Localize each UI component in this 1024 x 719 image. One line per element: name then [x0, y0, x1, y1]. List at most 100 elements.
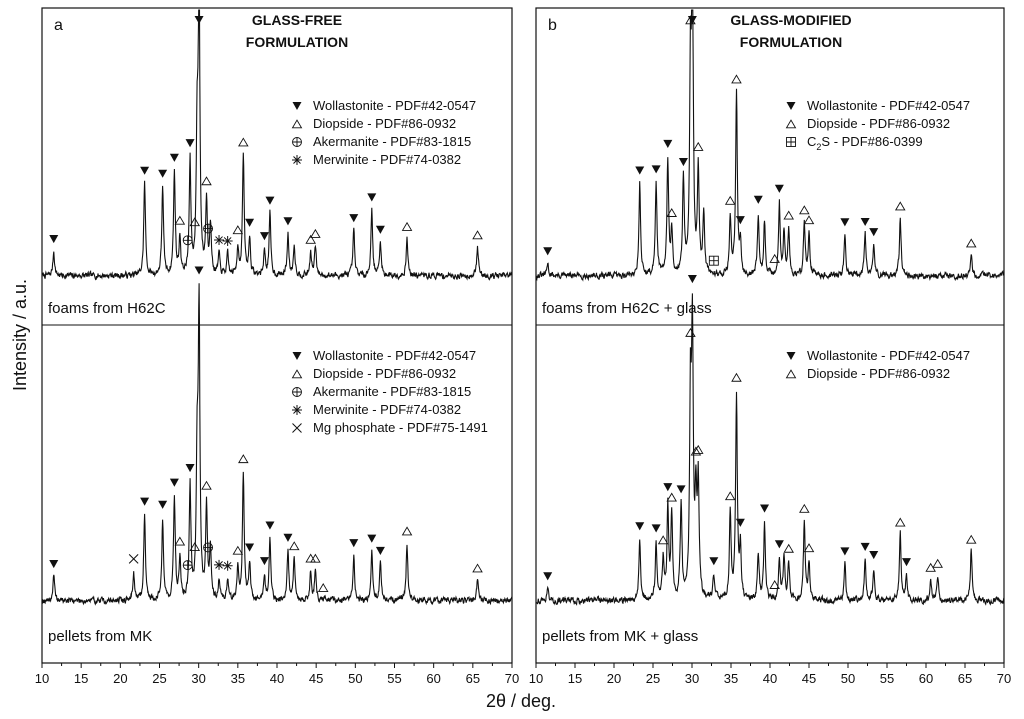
- phase-marker: [238, 137, 249, 147]
- x-tick-label: 70: [997, 671, 1011, 686]
- phase-marker: [803, 543, 815, 553]
- legend-symbol: [786, 101, 796, 111]
- x-axis-title: 2θ / deg.: [486, 691, 556, 711]
- phase-marker: [214, 235, 225, 246]
- phase-marker: [735, 518, 745, 527]
- phase-marker: [194, 266, 204, 275]
- x-tick-label: 20: [607, 671, 621, 686]
- phase-marker: [799, 503, 810, 513]
- phase-marker: [894, 201, 906, 211]
- phase-marker: [259, 232, 269, 241]
- x-tick-label: 45: [309, 671, 323, 686]
- phase-marker: [201, 480, 212, 490]
- phase-marker: [769, 253, 780, 263]
- phase-marker: [49, 234, 59, 244]
- phase-marker: [690, 446, 702, 456]
- phase-marker: [305, 553, 316, 563]
- phase-marker: [222, 560, 233, 571]
- phase-marker: [349, 539, 359, 548]
- phase-marker: [310, 228, 321, 238]
- x-tick-label: 10: [35, 671, 49, 686]
- phase-marker: [182, 235, 193, 246]
- phase-marker: [401, 526, 413, 536]
- legend-symbol: [291, 119, 303, 129]
- phase-marker: [265, 521, 275, 530]
- xrd-pattern-bottom: [535, 293, 1005, 606]
- phase-marker: [774, 540, 784, 549]
- phase-marker: [189, 217, 201, 227]
- x-tick-label: 35: [724, 671, 738, 686]
- phase-marker: [232, 225, 244, 235]
- phase-marker: [140, 497, 150, 506]
- x-tick-label: 35: [231, 671, 245, 686]
- x-tick-label: 60: [426, 671, 440, 686]
- sample-label: foams from H62C + glass: [542, 300, 712, 317]
- phase-marker: [472, 563, 483, 573]
- phase-marker: [259, 557, 269, 566]
- legend: Wollastonite - PDF#42-0547 Diopside - PDF…: [785, 98, 970, 152]
- legend: Wollastonite - PDF#42-0547 Diopside - PDF…: [291, 98, 476, 167]
- legend-symbol: [292, 101, 302, 111]
- legend: Wollastonite - PDF#42-0547 Diopside - PDF…: [291, 348, 488, 435]
- phase-marker: [401, 221, 413, 231]
- legend-label: Diopside - PDF#86-0932: [313, 116, 456, 131]
- x-tick-label: 10: [529, 671, 543, 686]
- phase-marker: [651, 165, 661, 174]
- phase-marker: [663, 139, 673, 149]
- phase-marker: [687, 275, 697, 284]
- formulation-title: GLASS-MODIFIED: [730, 12, 851, 28]
- phase-marker: [657, 535, 669, 545]
- phase-marker: [265, 196, 275, 205]
- phase-marker: [169, 478, 179, 487]
- phase-marker: [49, 559, 59, 569]
- phase-marker: [666, 207, 678, 217]
- panel-b: 10 15 20 25 30 35 40 45 50 55 60 65 70 b GLASS-MODIFIE…: [529, 7, 1011, 686]
- x-tick-label: 40: [763, 671, 777, 686]
- legend-label: Wollastonite - PDF#42-0547: [313, 98, 476, 113]
- legend-label: Diopside - PDF#86-0932: [807, 116, 950, 131]
- phase-marker: [666, 492, 678, 502]
- phase-marker: [869, 551, 879, 560]
- phase-marker: [283, 217, 293, 226]
- phase-marker: [158, 500, 168, 509]
- legend-symbol: [786, 351, 796, 361]
- x-tick-label: 30: [191, 671, 205, 686]
- phase-marker: [840, 218, 850, 227]
- x-tick-label: 15: [74, 671, 88, 686]
- phase-marker: [965, 534, 977, 544]
- phase-marker: [245, 543, 255, 552]
- phase-marker: [189, 541, 201, 551]
- panel-a: 10 15 20 25 30 35 40 45 50 55 60 65 70 a GLASS-FREE FOR…: [35, 7, 519, 686]
- panel-letter: b: [548, 17, 557, 34]
- legend-label: Mg phosphate - PDF#75-1491: [313, 420, 488, 435]
- x-tick-label: 65: [466, 671, 480, 686]
- x-tick-label: 25: [152, 671, 166, 686]
- phase-marker: [203, 542, 214, 553]
- phase-marker: [375, 546, 385, 555]
- phase-marker: [283, 533, 293, 542]
- sample-label: pellets from MK + glass: [542, 628, 698, 645]
- legend-symbol: [292, 405, 302, 415]
- phase-marker: [349, 214, 359, 223]
- phase-marker: [860, 542, 870, 552]
- phase-marker: [635, 522, 645, 531]
- xrd-pattern-bottom: [41, 283, 513, 606]
- phase-marker: [182, 560, 193, 571]
- legend-symbol: [786, 137, 796, 147]
- phase-marker: [692, 444, 704, 454]
- phase-marker: [543, 572, 553, 581]
- x-tick-label: 50: [841, 671, 855, 686]
- phase-marker: [687, 15, 697, 25]
- legend-label: Merwinite - PDF#74-0382: [313, 402, 461, 417]
- phase-marker: [651, 524, 661, 533]
- phase-marker: [128, 554, 139, 564]
- phase-marker: [735, 216, 745, 225]
- x-tick-label: 70: [505, 671, 519, 686]
- x-tick-label: 60: [919, 671, 933, 686]
- phase-marker: [731, 74, 742, 84]
- phase-marker: [932, 558, 943, 568]
- legend-symbol: [292, 155, 302, 165]
- legend-label: C2S - PDF#86-0399: [807, 134, 923, 152]
- x-tick-label: 25: [646, 671, 660, 686]
- phase-marker: [724, 491, 736, 501]
